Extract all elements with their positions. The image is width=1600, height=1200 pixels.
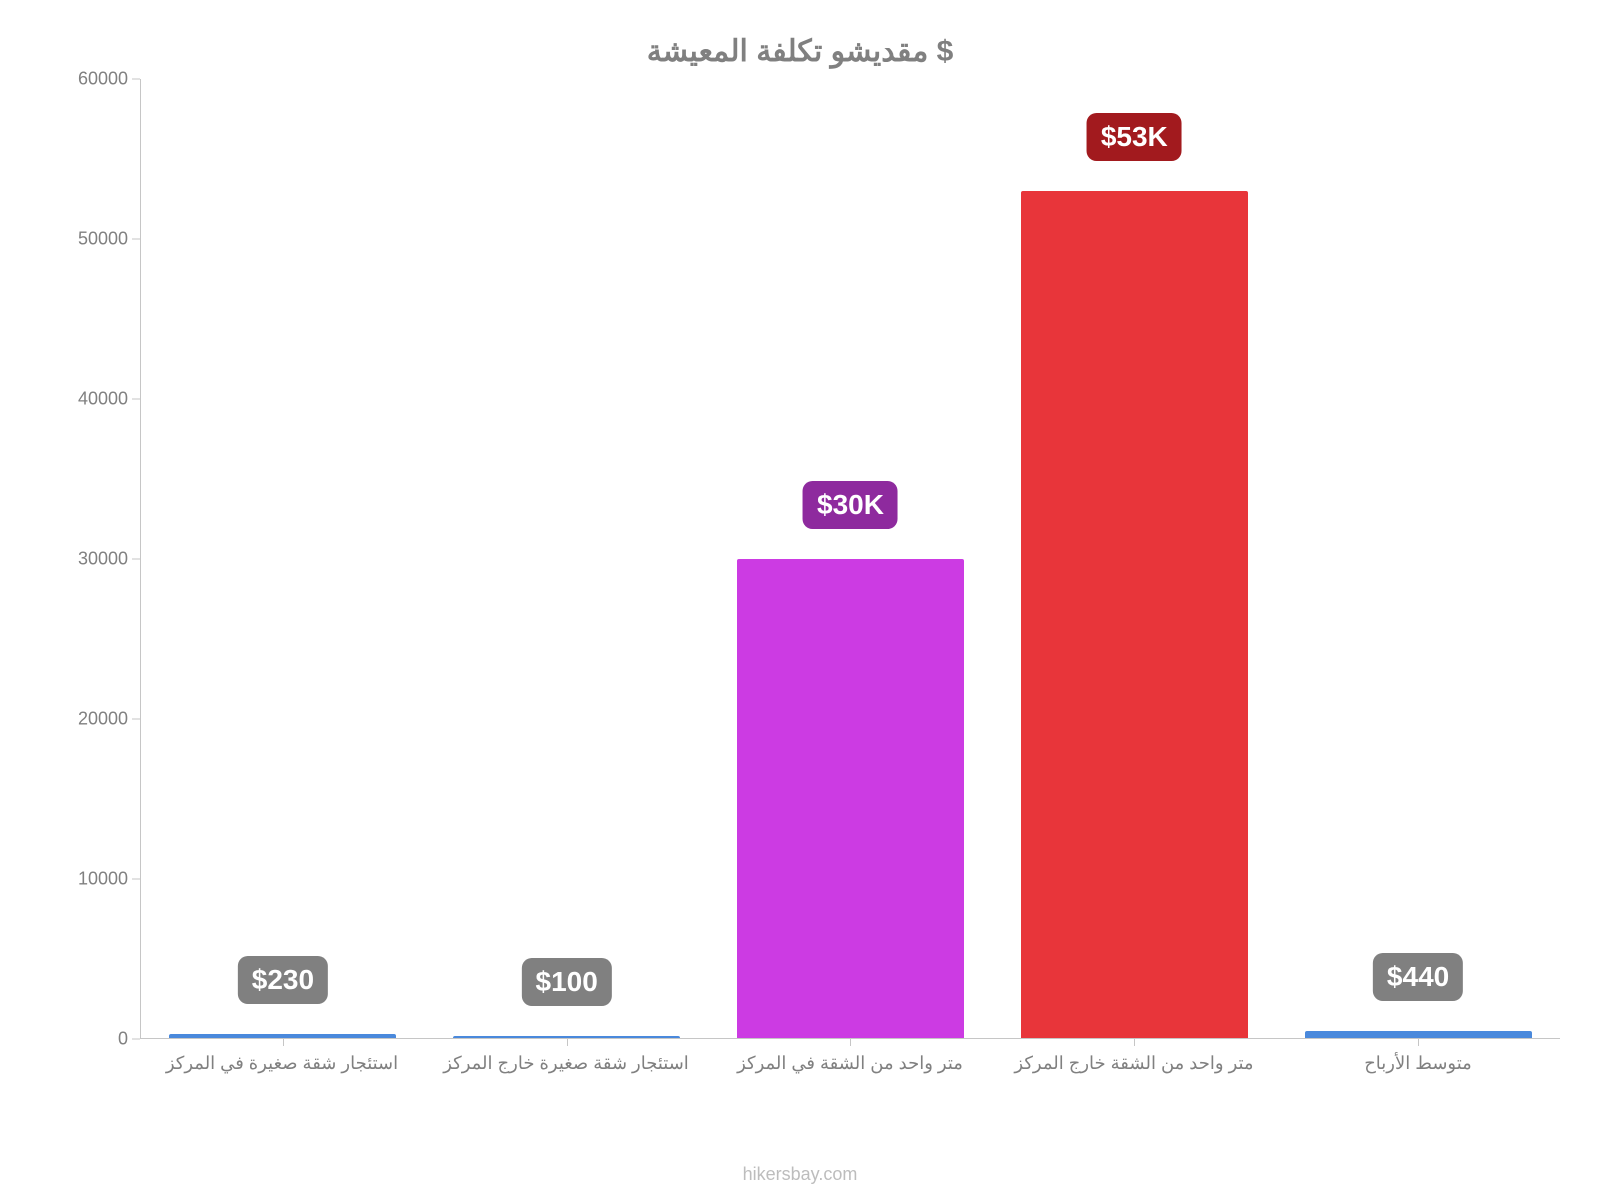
y-tick-mark xyxy=(132,1039,140,1040)
bar-column: $53K xyxy=(992,79,1276,1038)
bar-value-label: $30K xyxy=(803,481,898,529)
y-tick-label: 30000 xyxy=(78,549,128,570)
y-tick-mark xyxy=(132,239,140,240)
bar-value-label: $440 xyxy=(1373,953,1463,1001)
bar-value-label: $53K xyxy=(1087,113,1182,161)
bars-container: $230 $100 $30K $53K $440 xyxy=(141,79,1560,1038)
bar-value-label: $100 xyxy=(522,958,612,1006)
bar-column: $100 xyxy=(425,79,709,1038)
y-tick-label: 40000 xyxy=(78,389,128,410)
bar xyxy=(1305,1031,1532,1038)
plot: $230 $100 $30K $53K $440 xyxy=(140,79,1560,1039)
y-tick-mark xyxy=(132,559,140,560)
bar-column: $440 xyxy=(1276,79,1560,1038)
y-tick-label: 20000 xyxy=(78,709,128,730)
x-tick-mark xyxy=(1418,1038,1419,1046)
x-tick-mark xyxy=(567,1038,568,1046)
chart-title: مقديشو تكلفة المعيشة $ xyxy=(40,34,1560,69)
y-axis: 0100002000030000400005000060000 xyxy=(40,79,140,1039)
bar-column: $30K xyxy=(709,79,993,1038)
bar xyxy=(1021,191,1248,1038)
y-tick-mark xyxy=(132,879,140,880)
y-tick-mark xyxy=(132,79,140,80)
bar xyxy=(737,559,964,1039)
bar-value-label: $230 xyxy=(238,956,328,1004)
cost-of-living-chart: مقديشو تكلفة المعيشة $ 0 10000 20000 30000 4… xyxy=(0,0,1600,1200)
plot-area: 0100002000030000400005000060000 $230$100… xyxy=(40,79,1560,1039)
y-tick-label: 0 xyxy=(118,1029,128,1050)
y-tick-label: 50000 xyxy=(78,229,128,250)
bar-column: $230 xyxy=(141,79,425,1038)
x-tick-mark xyxy=(283,1038,284,1046)
y-tick-label: 10000 xyxy=(78,869,128,890)
y-tick-label: 60000 xyxy=(78,69,128,90)
credit-text: hikersbay.com xyxy=(40,1164,1560,1185)
x-tick-mark xyxy=(850,1038,851,1046)
x-tick-mark xyxy=(1134,1038,1135,1046)
y-tick-mark xyxy=(132,399,140,400)
y-tick-mark xyxy=(132,719,140,720)
